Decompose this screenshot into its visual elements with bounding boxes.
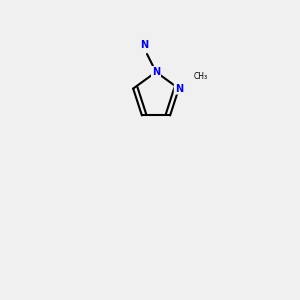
Text: N: N xyxy=(152,67,160,77)
Text: CH₃: CH₃ xyxy=(194,72,208,81)
Text: N: N xyxy=(140,40,148,50)
Text: N: N xyxy=(175,84,183,94)
